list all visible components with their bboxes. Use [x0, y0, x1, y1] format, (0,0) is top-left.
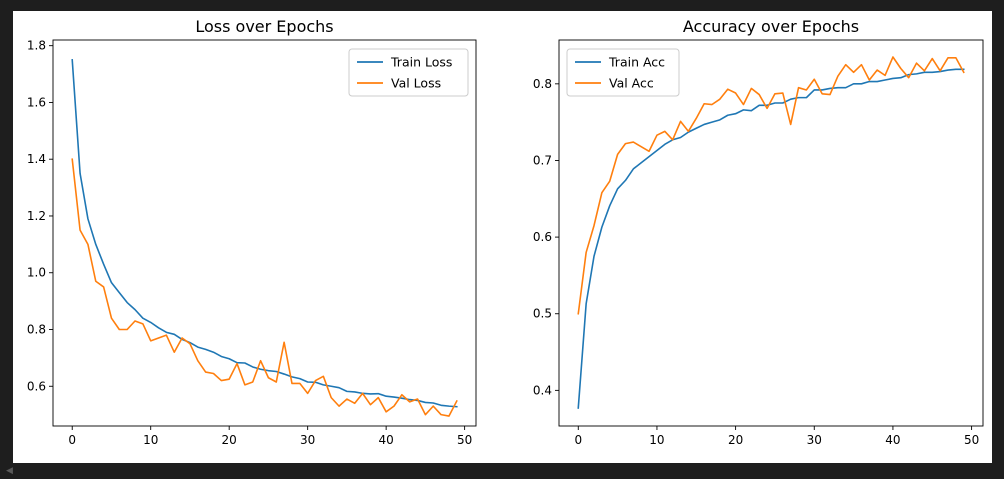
loss-legend-label-train-loss: Train Loss [390, 55, 452, 70]
loss-legend: Train Loss Val Loss [348, 48, 469, 97]
acc-legend-label-train-acc: Train Acc [608, 55, 665, 70]
acc-y-tick-label: 0.5 [533, 307, 552, 321]
figure-canvas: Loss over Epochs 0 10 20 30 40 50 0.6 0.8 1.0 1.2 1… [13, 11, 992, 463]
acc-axes-frame [558, 39, 984, 427]
acc-x-tick-label: 40 [885, 433, 900, 447]
acc-y-tick-label: 0.7 [533, 153, 552, 167]
acc-chart: Accuracy over Epochs 0 10 20 30 40 50 0.4 0.5 0.6… [533, 17, 984, 447]
acc-legend-box [566, 48, 680, 97]
figure-svg: Loss over Epochs 0 10 20 30 40 50 0.6 0.8 1.0 1.2 1… [27, 17, 984, 447]
acc-x-tick-label: 10 [649, 433, 664, 447]
acc-legend: Train Acc Val Acc [566, 48, 680, 97]
acc-legend-label-val-acc: Val Acc [609, 76, 654, 91]
loss-x-tick-label: 10 [143, 433, 158, 447]
loss-chart-title: Loss over Epochs [195, 17, 333, 36]
loss-chart: Loss over Epochs 0 10 20 30 40 50 0.6 0.8 1.0 1.2 1… [27, 17, 477, 447]
loss-y-tick-label: 0.8 [27, 323, 46, 337]
loss-y-tick-label: 1.6 [27, 95, 46, 109]
loss-x-tick-label: 50 [457, 433, 472, 447]
loss-y-tick-label: 1.8 [27, 39, 46, 53]
loss-series-train-loss-line [71, 59, 458, 408]
acc-chart-title: Accuracy over Epochs [683, 17, 859, 36]
acc-x-tick-label: 50 [964, 433, 979, 447]
scroll-left-arrow-icon[interactable]: ◀ [6, 466, 13, 476]
loss-x-tick-label: 20 [222, 433, 237, 447]
acc-y-tick-label: 0.8 [533, 77, 552, 91]
acc-series-train-acc-line [577, 68, 965, 409]
acc-x-tick-label: 30 [807, 433, 822, 447]
acc-series-val-acc-line [577, 56, 965, 315]
bottom-scroll-bar[interactable]: ◀ [0, 463, 1004, 479]
loss-y-tick-label: 1.0 [27, 266, 46, 280]
acc-y-tick-label: 0.4 [533, 383, 552, 397]
loss-legend-label-val-loss: Val Loss [391, 76, 441, 91]
loss-y-tick-label: 0.6 [27, 379, 46, 393]
loss-y-tick-label: 1.2 [27, 209, 46, 223]
loss-y-tick-label: 1.4 [27, 152, 46, 166]
loss-x-tick-label: 0 [68, 433, 76, 447]
loss-legend-box [348, 48, 469, 97]
acc-y-tick-label: 0.6 [533, 230, 552, 244]
acc-x-tick-label: 20 [728, 433, 743, 447]
loss-series-val-loss-line [71, 158, 458, 417]
loss-x-tick-label: 40 [379, 433, 394, 447]
loss-axes-frame [52, 39, 477, 427]
loss-x-tick-label: 30 [300, 433, 315, 447]
acc-x-tick-label: 0 [574, 433, 582, 447]
